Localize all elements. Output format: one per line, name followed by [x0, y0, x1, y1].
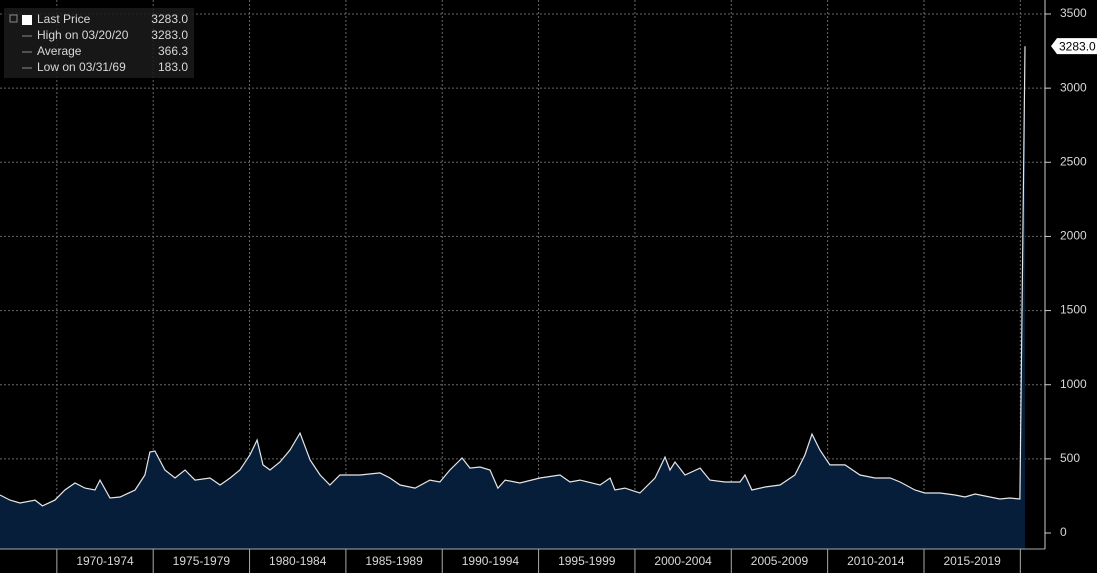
legend-name: Low on 03/31/69 — [37, 60, 126, 74]
y-tick-label: 0 — [1060, 525, 1067, 539]
x-tick-label: 2005-2009 — [751, 554, 809, 568]
x-tick-label: 1980-1984 — [269, 554, 327, 568]
line — [0, 46, 1026, 507]
last-value-label: 3283.0 — [1059, 39, 1096, 53]
y-tick-label: 2000 — [1060, 229, 1087, 243]
legend-value: 3283.0 — [151, 12, 188, 26]
y-tick-label: 3000 — [1060, 80, 1087, 94]
y-tick-label: 1000 — [1060, 377, 1087, 391]
x-tick-label: 2000-2004 — [654, 554, 712, 568]
legend-value: 183.0 — [158, 60, 188, 74]
last-value-tag — [1051, 38, 1097, 55]
x-tick-label: 1985-1989 — [365, 554, 423, 568]
x-tick-label: 1975-1979 — [173, 554, 231, 568]
area — [0, 46, 1025, 549]
x-tick-label: 1995-1999 — [558, 554, 616, 568]
x-tick-label: 2015-2019 — [943, 554, 1001, 568]
legend-swatch — [22, 15, 32, 25]
x-tick-label: 2010-2014 — [847, 554, 905, 568]
legend-value: 3283.0 — [151, 28, 188, 42]
y-tick-label: 2500 — [1060, 154, 1087, 168]
legend-name: Last Price — [37, 12, 91, 26]
x-tick-label: 1970-1974 — [76, 554, 134, 568]
legend-name: Average — [37, 44, 82, 58]
legend-name: High on 03/20/20 — [37, 28, 129, 42]
legend-value: 366.3 — [158, 44, 188, 58]
y-tick-label: 1500 — [1060, 303, 1087, 317]
y-tick-label: 3500 — [1060, 6, 1087, 20]
legend-box — [4, 8, 194, 78]
y-tick-label: 500 — [1060, 451, 1080, 465]
legend-toggle — [9, 14, 18, 23]
x-tick-label: 1990-1994 — [462, 554, 520, 568]
